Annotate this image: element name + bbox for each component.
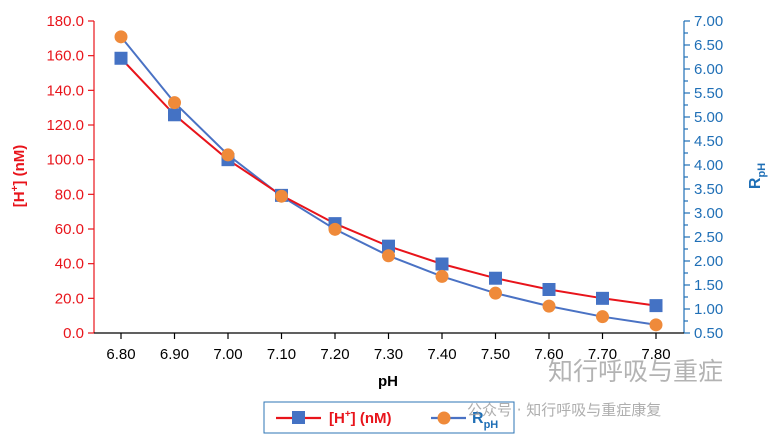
series-h-point [168, 108, 181, 122]
x-tick-label: 7.00 [213, 346, 242, 363]
left-tick-label: 80.0 [55, 186, 84, 203]
x-tick-label: 7.80 [641, 346, 670, 363]
left-tick-label: 100.0 [46, 152, 84, 169]
right-axis-ticks: 0.50 1.00 1.50 2.00 2.50 3.00 3.50 4.00 4.50 5.00… [684, 13, 723, 342]
series-h-point [649, 299, 663, 313]
x-axis-ticks: 6.80 6.90 7.00 7.10 7.20 7.30 7.40 7.50 7.60 7.70… [106, 333, 671, 363]
series-r-point [168, 96, 181, 110]
series-r-point [221, 148, 235, 162]
legend-h-label-main: [H [329, 410, 345, 427]
left-axis-title-sup: + [10, 185, 21, 191]
series-h-point [489, 271, 502, 285]
right-tick-label: 7.00 [694, 13, 723, 30]
series-h-line [120, 57, 657, 307]
series-h-point [596, 291, 609, 305]
series-r-point [275, 189, 288, 203]
x-tick-label: 7.50 [481, 346, 510, 363]
x-tick-label: 7.10 [267, 346, 296, 363]
right-tick-label: 2.00 [694, 253, 723, 270]
left-tick-label: 160.0 [46, 48, 84, 65]
series-r-point [649, 318, 663, 332]
right-tick-label: 4.50 [694, 133, 723, 150]
legend-h-label-sup: + [345, 409, 351, 420]
right-tick-label: 0.50 [694, 325, 723, 342]
left-tick-label: 180.0 [46, 13, 84, 30]
x-tick-label: 6.90 [160, 346, 189, 363]
left-axis-title: [H+] (nM) [10, 145, 28, 207]
series-layer [114, 30, 663, 332]
right-tick-label: 2.50 [694, 229, 723, 246]
right-tick-label: 6.50 [694, 37, 723, 54]
legend-r-label-main: R [472, 410, 484, 427]
legend-r-label-sub: pH [484, 419, 499, 431]
right-tick-label: 1.50 [694, 277, 723, 294]
legend-h-marker [292, 411, 305, 424]
left-tick-label: 0.0 [63, 325, 84, 342]
left-tick-label: 20.0 [55, 290, 84, 307]
right-tick-label: 4.00 [694, 157, 723, 174]
left-axis-title-tail: ] (nM) [11, 145, 28, 186]
right-tick-label: 3.00 [694, 205, 723, 222]
x-tick-label: 7.40 [427, 346, 456, 363]
right-tick-label: 6.00 [694, 61, 723, 78]
series-r-point [328, 222, 342, 236]
x-tick-label: 7.60 [534, 346, 563, 363]
right-tick-label: 1.00 [694, 301, 723, 318]
right-tick-label: 5.50 [694, 85, 723, 102]
right-axis-title-sub: pH [756, 163, 768, 178]
legend-r-marker [437, 411, 451, 425]
left-tick-label: 60.0 [55, 221, 84, 238]
x-tick-label: 7.20 [320, 346, 349, 363]
left-axis-title-main: [H [11, 191, 28, 207]
series-r-point [542, 299, 556, 313]
x-axis-title: pH [378, 373, 398, 390]
series-h-point [382, 239, 395, 253]
legend-h-label-tail: ] (nM) [351, 410, 392, 427]
x-tick-label: 7.30 [374, 346, 403, 363]
series-r-point [114, 30, 128, 44]
series-h-point [435, 257, 449, 271]
legend: [H+] (nM) RpH [263, 401, 515, 434]
series-r-line [120, 36, 657, 326]
series-r-point [489, 286, 502, 300]
series-r-point [435, 269, 449, 283]
watermark-large: 知行呼吸与重症 [548, 357, 723, 386]
watermark-small: 公众号 · 知行呼吸与重症康复 [467, 401, 661, 419]
left-tick-label: 120.0 [46, 117, 84, 134]
series-h-point [114, 51, 128, 65]
series-r-point [382, 249, 395, 263]
x-tick-label: 6.80 [106, 346, 135, 363]
legend-h-label: [H+] (nM) [329, 409, 391, 427]
left-axis-ticks: 0.0 20.0 40.0 60.0 80.0 100.0 120.0 140.0 160.0 1… [46, 13, 94, 342]
right-tick-label: 3.50 [694, 181, 723, 198]
series-h-point [542, 282, 556, 296]
axes-group [93, 21, 685, 334]
right-axis-title: RpH [747, 163, 768, 189]
left-tick-label: 140.0 [46, 82, 84, 99]
right-tick-label: 5.00 [694, 109, 723, 126]
legend-r-label: RpH [472, 410, 498, 431]
series-r-point [596, 310, 609, 324]
x-tick-label: 7.70 [588, 346, 617, 363]
left-tick-label: 40.0 [55, 256, 84, 273]
right-axis-title-main: R [747, 177, 764, 189]
